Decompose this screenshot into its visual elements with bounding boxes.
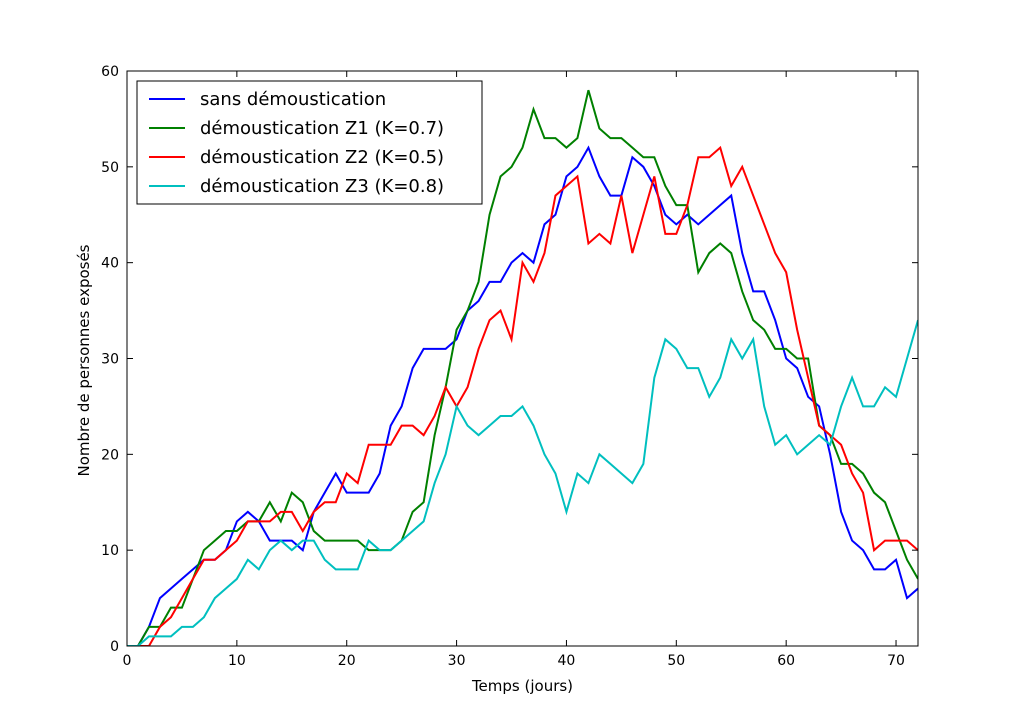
y-tick-label: 50 [101,160,119,176]
x-tick-label: 40 [558,653,576,669]
x-tick-label: 20 [338,653,356,669]
x-tick-label: 70 [887,653,905,669]
y-tick-label: 20 [101,447,119,463]
series-layer [127,89,918,646]
legend-item: démoustication Z2 (K=0.5) [149,147,444,168]
legend: sans démoustication démoustication Z1 (K=… [136,80,483,205]
x-tick-label: 0 [123,653,132,669]
legend-item: démoustication Z3 (K=0.8) [149,176,444,197]
legend-item: démoustication Z1 (K=0.7) [149,118,444,139]
legend-label: démoustication Z1 (K=0.7) [200,118,444,139]
x-axis-label: Temps (jours) [471,677,573,695]
legend-label: démoustication Z3 (K=0.8) [200,176,444,197]
series-line-4 [127,319,918,646]
legend-label: sans démoustication [200,89,386,110]
x-tick-label: 60 [777,653,795,669]
legend-box [136,80,483,205]
ticks-layer: 0 10 20 30 40 50 60 70 0 10 20 30 40 50 60 [101,64,918,669]
x-tick-label: 10 [228,653,246,669]
legend-item: sans démoustication [149,89,386,110]
y-tick-label: 10 [101,543,119,559]
y-tick-label: 60 [101,64,119,80]
legend-label: démoustication Z2 (K=0.5) [200,147,444,168]
y-tick-label: 40 [101,256,119,272]
y-tick-label: 0 [110,639,119,655]
x-tick-label: 30 [448,653,466,669]
y-axis-label: Nombre de personnes exposés [75,244,93,476]
series-line-3 [127,145,918,646]
y-tick-label: 30 [101,352,119,368]
x-tick-label: 50 [667,653,685,669]
